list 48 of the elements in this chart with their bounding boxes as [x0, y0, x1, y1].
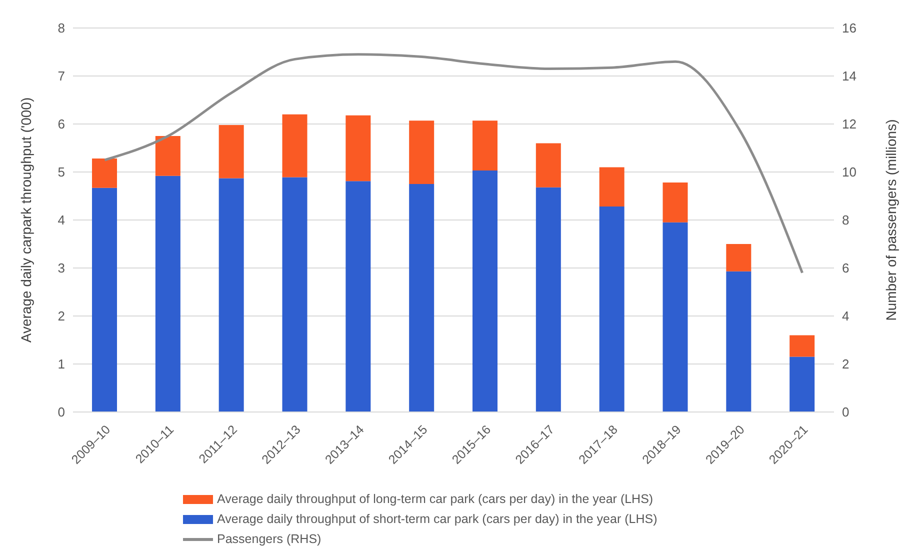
y2-tick-label: 12 — [842, 116, 856, 132]
bar — [726, 271, 752, 412]
y2-axis-title: Number of passengers (millions) — [882, 119, 899, 321]
y2-tick-label: 16 — [842, 20, 856, 36]
line-series — [103, 53, 804, 274]
bar — [599, 206, 624, 412]
bar — [92, 158, 117, 188]
bar — [155, 136, 180, 176]
y-tick-label: 1 — [58, 356, 65, 372]
y-tick-label: 8 — [58, 20, 65, 36]
y2-tick-label: 8 — [842, 212, 850, 228]
bar — [346, 115, 371, 182]
bar — [155, 176, 180, 412]
y-tick-label: 0 — [58, 404, 65, 420]
bar — [662, 182, 688, 222]
legend-label: Passengers (RHS) — [217, 532, 322, 546]
y-tick-label: 2 — [58, 308, 65, 324]
bar — [726, 244, 752, 272]
y-tick-label: 4 — [58, 212, 65, 228]
bar — [536, 143, 561, 188]
y-tick-label: 7 — [58, 68, 65, 84]
bar — [346, 181, 371, 412]
bar — [790, 335, 815, 357]
legend-label: Average daily throughput of long-term car park (cars per day) in the year (LHS) — [217, 492, 654, 506]
bar — [282, 114, 308, 178]
bar — [218, 124, 244, 178]
bar — [409, 184, 434, 412]
y2-tick-label: 2 — [842, 356, 850, 372]
y-tick-label: 6 — [58, 116, 65, 132]
bar — [790, 356, 815, 412]
y-tick-label: 5 — [58, 164, 65, 180]
bar — [92, 188, 117, 412]
bar — [472, 170, 498, 412]
y-axis-title: Average daily carpark throughput ('000) — [18, 97, 34, 343]
bar — [662, 222, 688, 412]
legend-label: Average daily throughput of short-term car park (cars per day) in the year (LHS) — [217, 512, 658, 526]
y2-tick-label: 10 — [842, 164, 856, 180]
y2-tick-label: 14 — [842, 68, 856, 84]
bar — [218, 178, 244, 412]
bar — [282, 177, 308, 412]
y-tick-label: 3 — [58, 260, 65, 276]
y2-tick-label: 4 — [842, 308, 850, 324]
bar — [409, 120, 434, 184]
bar — [599, 167, 624, 207]
y2-tick-label: 0 — [842, 404, 850, 420]
bar — [536, 187, 561, 412]
y2-tick-label: 6 — [842, 260, 850, 276]
bar — [472, 120, 498, 171]
